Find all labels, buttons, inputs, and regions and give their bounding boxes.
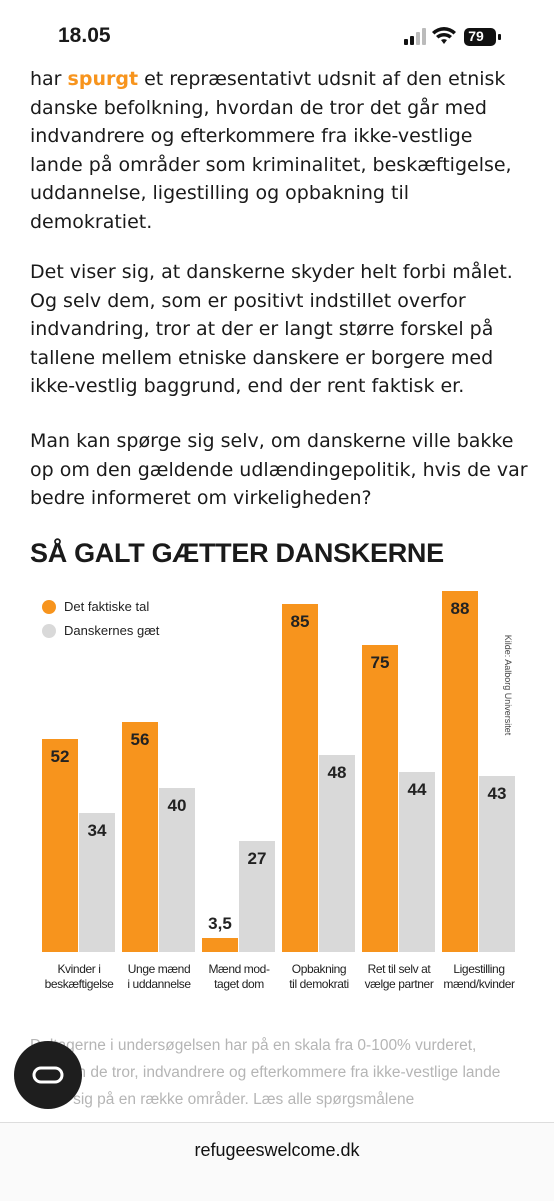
value-label: 88 <box>450 599 470 619</box>
status-icons <box>404 27 501 46</box>
bar <box>442 591 478 952</box>
bar <box>42 738 78 952</box>
chart-heading: SÅ GALT GÆTTER DANSKERNE <box>30 538 444 568</box>
value-label: 3,5 <box>208 913 232 933</box>
value-label: 75 <box>370 652 390 672</box>
browser-bar <box>0 1122 554 1201</box>
x-tick-label: Mænd mod- taget dom <box>208 962 270 991</box>
bar <box>282 603 318 952</box>
bar <box>362 644 398 952</box>
value-label: 27 <box>247 849 267 869</box>
value-label: 52 <box>50 746 70 766</box>
x-tick-label: Ligestilling mænd/kvinder <box>443 962 515 991</box>
share-button[interactable] <box>14 1041 82 1109</box>
highlight-link[interactable]: spurgt <box>67 68 139 90</box>
value-label: 44 <box>407 779 427 799</box>
bar <box>479 775 515 952</box>
x-tick-label: Kvinder i beskæftigelse <box>44 962 114 991</box>
battery-level: 79 <box>468 28 484 44</box>
paragraph: har spurgt et repræsentativt udsnit af d… <box>30 65 530 236</box>
caption: Deltagerne i undersøgelsen har på en ska… <box>30 1037 501 1108</box>
legend-label: Danskernes gæt <box>64 623 160 638</box>
bar <box>79 812 115 952</box>
legend-label: Det faktiske tal <box>64 599 150 614</box>
bar <box>399 771 435 952</box>
legend-swatch <box>42 624 56 638</box>
link-icon <box>32 1066 64 1084</box>
value-label: 40 <box>167 796 187 815</box>
value-label: 43 <box>487 783 507 803</box>
x-tick-label: Ret til selv at vælge partner <box>364 962 434 991</box>
bar <box>319 755 355 952</box>
source: Kilde: Aalborg Universitet <box>503 634 513 736</box>
text: et repræsentativt udsnit af den etnisk d… <box>30 68 512 233</box>
value-label: 34 <box>87 820 107 840</box>
bar <box>122 722 158 952</box>
x-tick-label: Unge mænd i uddannelse <box>127 962 191 991</box>
bar <box>159 788 195 952</box>
status-time: 18.05 <box>58 24 111 47</box>
paragraph: Man kan spørge sig selv, om danskerne vi… <box>30 430 528 509</box>
bar <box>202 937 238 952</box>
text: har <box>30 68 68 90</box>
value-label: 48 <box>327 763 347 783</box>
bar <box>239 841 275 952</box>
value-label: 85 <box>290 611 310 631</box>
legend-swatch <box>42 600 56 614</box>
value-label: 56 <box>130 730 150 750</box>
url[interactable]: refugeeswelcome.dk <box>194 1140 360 1160</box>
paragraph: Det viser sig, at danskerne skyder helt … <box>30 261 513 397</box>
x-tick-label: Opbakning til demokrati <box>289 962 349 991</box>
